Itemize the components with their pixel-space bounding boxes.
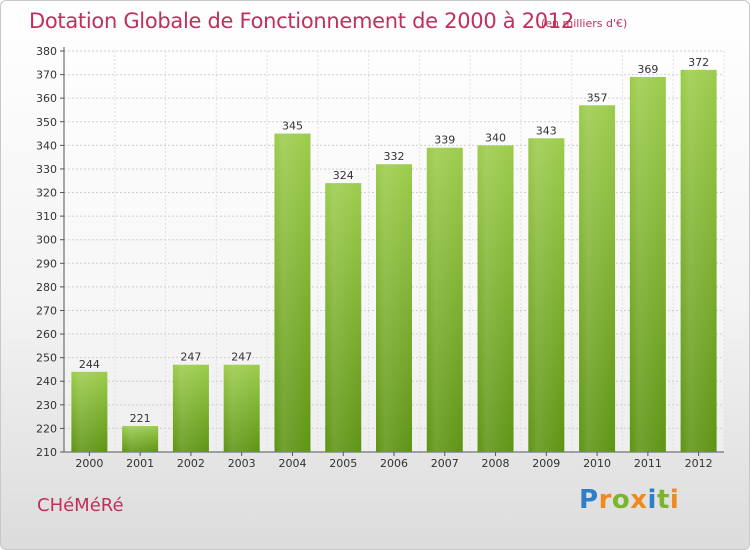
bar-highlight (223, 364, 260, 452)
y-tick-label: 330 (36, 163, 57, 176)
bar-highlight (680, 69, 717, 452)
bar-value-label: 339 (434, 134, 455, 147)
bar-value-label: 247 (231, 351, 252, 364)
bar-highlight (629, 76, 666, 453)
x-tick-label: 2002 (177, 457, 205, 470)
x-tick-label: 2004 (278, 457, 306, 470)
y-tick-label: 210 (36, 446, 57, 459)
bar-value-label: 244 (79, 358, 100, 371)
bar-highlight (71, 371, 108, 452)
y-tick-label: 270 (36, 304, 57, 317)
x-tick-label: 2011 (634, 457, 662, 470)
bar-value-label: 345 (282, 120, 303, 133)
x-tick-label: 2001 (126, 457, 154, 470)
x-tick-label: 2010 (583, 457, 611, 470)
x-axis: 2000 2001 2002 2003 2004 2005 2006 2007 2008 2009… (75, 452, 713, 470)
x-tick-label: 2006 (380, 457, 408, 470)
bar-highlight (274, 133, 311, 452)
y-tick-label: 250 (36, 352, 57, 365)
bar-value-label: 357 (587, 91, 608, 104)
bar-highlight (325, 183, 362, 452)
y-tick-label: 230 (36, 399, 57, 412)
bar-highlight (376, 164, 412, 453)
bar-value-label: 247 (180, 351, 201, 364)
bar-highlight (172, 364, 209, 452)
x-tick-label: 2005 (329, 457, 357, 470)
y-tick-label: 320 (36, 187, 57, 200)
y-tick-label: 380 (36, 45, 57, 58)
bar-value-label: 372 (688, 56, 709, 69)
bar-highlight (579, 105, 616, 453)
proxiti-logo: Proxiti (579, 485, 680, 515)
y-tick-label: 290 (36, 257, 57, 270)
chart-title: Dotation Globale de Fonctionnement de 20… (29, 9, 574, 33)
y-tick-label: 360 (36, 92, 57, 105)
bar-value-label: 221 (130, 412, 151, 425)
x-tick-label: 2008 (482, 457, 510, 470)
x-tick-label: 2000 (75, 457, 103, 470)
x-tick-label: 2012 (685, 457, 713, 470)
y-tick-label: 350 (36, 116, 57, 129)
bar-highlight (477, 145, 514, 452)
y-tick-label: 280 (36, 281, 57, 294)
commune-name: CHéMéRé (37, 495, 124, 516)
bar-value-label: 369 (637, 63, 658, 76)
y-tick-label: 300 (36, 234, 57, 247)
y-tick-label: 220 (36, 422, 57, 435)
x-tick-label: 2003 (228, 457, 256, 470)
bar-value-label: 343 (536, 124, 557, 137)
y-tick-label: 240 (36, 375, 57, 388)
bar-value-label: 324 (333, 169, 354, 182)
chart-subtitle: (en milliers d'€) (541, 17, 628, 30)
x-tick-label: 2009 (532, 457, 560, 470)
y-tick-label: 340 (36, 139, 57, 152)
bar-highlight (122, 426, 159, 452)
y-tick-label: 310 (36, 210, 57, 223)
bar-highlight (528, 138, 565, 452)
bar-value-label: 340 (485, 131, 506, 144)
x-tick-label: 2007 (431, 457, 459, 470)
y-tick-label: 260 (36, 328, 57, 341)
bar-highlight (426, 147, 463, 452)
bar-value-label: 332 (384, 150, 405, 163)
y-tick-label: 370 (36, 69, 57, 82)
bars: 244 221 247 247 345 324 332 339 340 343 357 369 372 (71, 56, 717, 453)
